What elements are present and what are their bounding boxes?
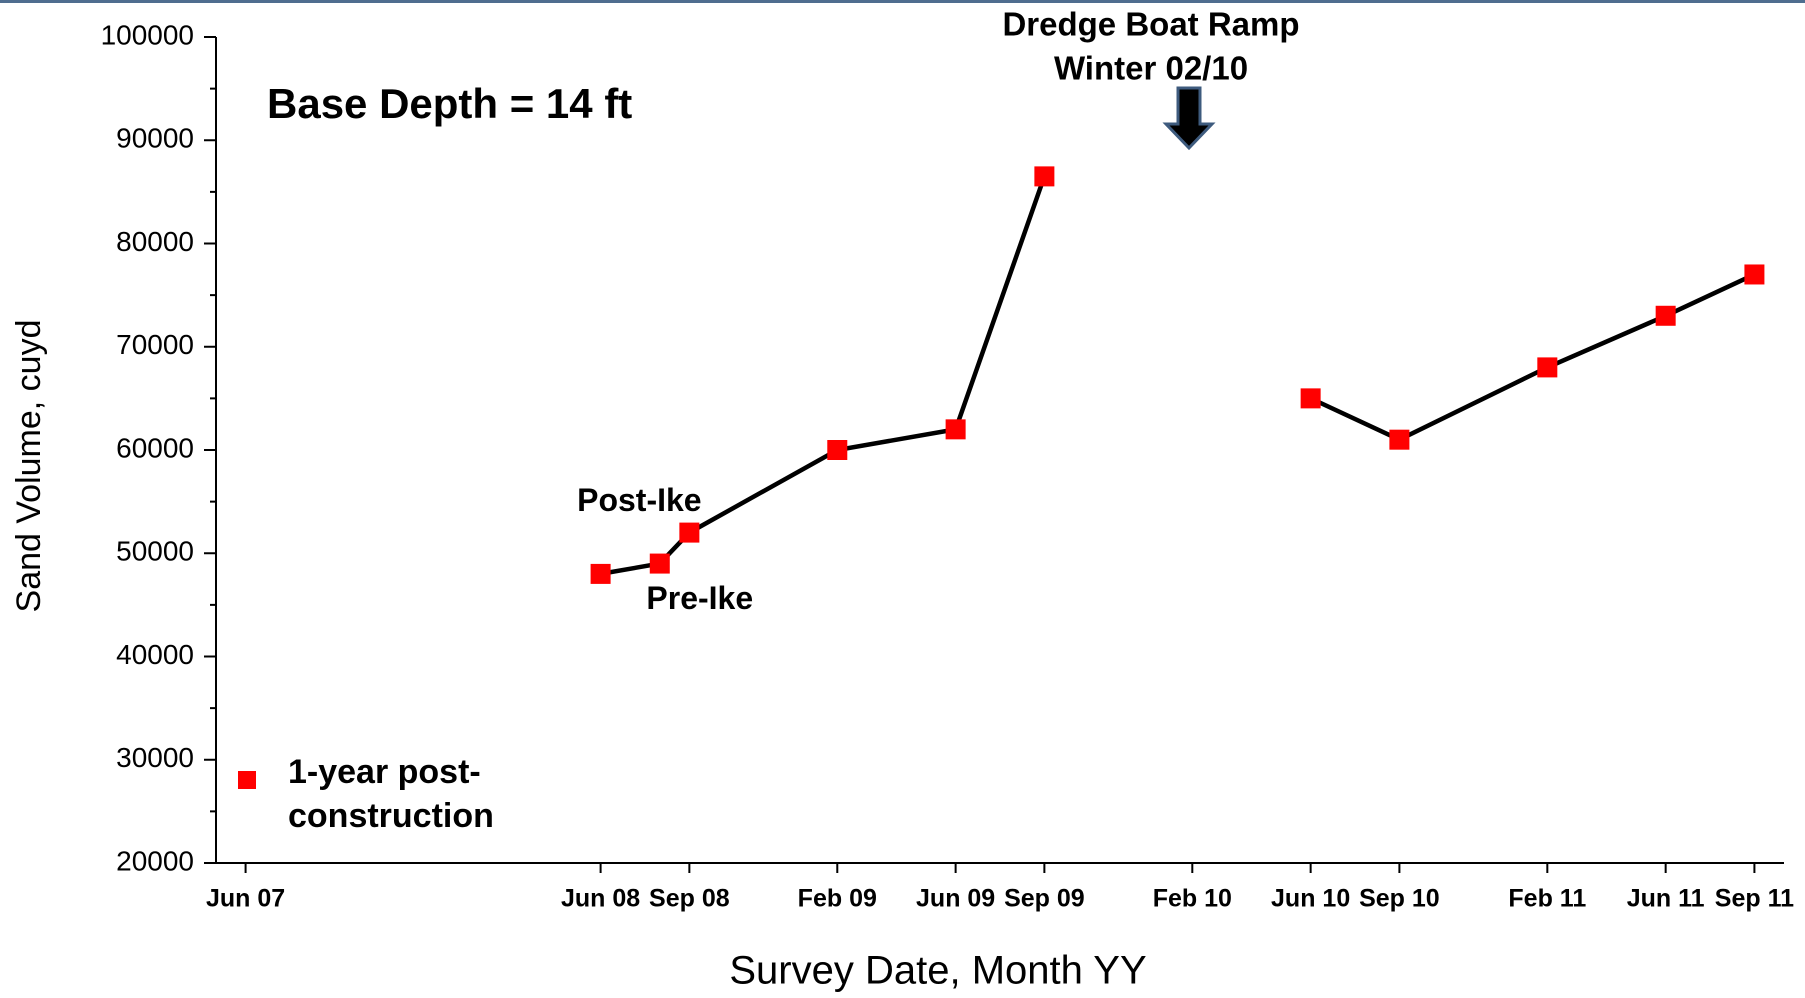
dredge-note: Winter 02/10 [1054, 50, 1248, 87]
point-marker [1034, 166, 1055, 187]
y-tick-label: 30000 [116, 742, 194, 773]
x-tick-label: Sep 10 [1359, 885, 1440, 913]
point-marker [827, 440, 848, 460]
x-tick-label: Feb 11 [1508, 885, 1586, 913]
point-marker [1537, 357, 1558, 378]
point-marker [1655, 305, 1676, 326]
dredge-arrow [1162, 86, 1216, 151]
point-marker [679, 522, 700, 543]
x-axis-label: Survey Date, Month YY [729, 949, 1146, 993]
legend-label: 1-year post-construction [288, 753, 494, 835]
y-tick-label: 50000 [116, 536, 194, 567]
point-marker [945, 419, 966, 440]
y-axis-label: Sand Volume, cuyd [10, 320, 48, 613]
y-tick-label: 60000 [116, 432, 194, 463]
point-marker [1300, 388, 1321, 409]
dredge-note: Dredge Boat Ramp [1002, 6, 1299, 43]
pre-ike-note: Pre-Ike [646, 580, 753, 616]
x-tick-label: Jun 11 [1627, 885, 1705, 913]
y-tick-label: 40000 [116, 639, 194, 670]
x-tick-label: Jun 10 [1271, 885, 1350, 913]
x-tick-label: Sep 09 [1004, 885, 1085, 913]
base-depth-note: Base Depth = 14 ft [267, 80, 632, 127]
point-marker [590, 563, 611, 584]
point-marker [1744, 264, 1765, 285]
x-tick-label: Sep 11 [1715, 885, 1794, 913]
point-marker [1389, 429, 1410, 450]
legend-swatch [238, 771, 256, 789]
post-ike-note: Post-Ike [577, 482, 701, 518]
x-tick-label: Feb 10 [1153, 885, 1232, 913]
x-tick-label: Jun 07 [206, 885, 285, 913]
x-tick-label: Feb 09 [798, 885, 877, 913]
x-tick-label: Jun 09 [916, 885, 995, 913]
y-tick-label: 80000 [116, 226, 194, 257]
point-marker [649, 553, 670, 574]
y-tick-label: 70000 [116, 329, 194, 360]
series-line [1309, 272, 1756, 443]
y-tick-label: 20000 [116, 845, 194, 876]
x-tick-label: Sep 08 [649, 885, 730, 913]
y-tick-label: 90000 [116, 123, 194, 154]
top-border [0, 0, 1805, 3]
y-tick-label: 100000 [101, 19, 194, 50]
x-tick-label: Jun 08 [561, 885, 640, 913]
